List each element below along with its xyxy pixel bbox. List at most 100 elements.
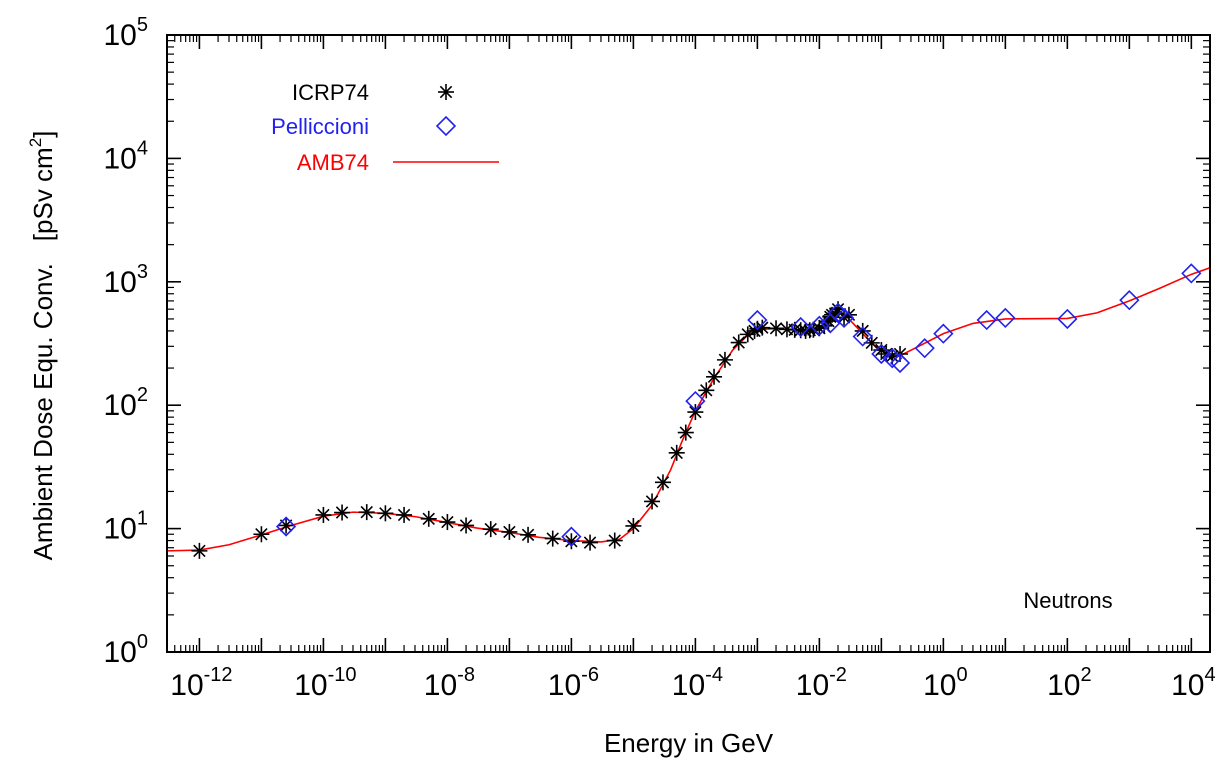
- x-tick-label: 10-8: [424, 664, 475, 702]
- pelliccioni-point: [809, 315, 830, 336]
- x-tick-base: 10: [548, 669, 581, 702]
- icrp74-point: [420, 510, 437, 527]
- pelliccioni-point: [790, 316, 811, 338]
- x-tick-base: 10: [424, 669, 457, 702]
- plot-frame: [166, 34, 1211, 653]
- icrp74-point: [563, 533, 580, 550]
- legend-marker-pelliccioni: [435, 115, 457, 137]
- ticks-layer: [167, 34, 1210, 653]
- y-tick-exp: 0: [137, 631, 148, 653]
- icrp74-point: [716, 351, 733, 368]
- pelliccioni-point: [275, 516, 297, 537]
- y-tick-label: 102: [104, 384, 149, 422]
- pelliccioni-point: [747, 309, 768, 331]
- legend-label-pelliccioni: Pelliccioni: [271, 114, 369, 139]
- pelliccioni-point: [871, 343, 892, 365]
- legend-label-icrp74: ICRP74: [292, 80, 369, 105]
- icrp74-point: [754, 319, 771, 336]
- labels-layer: 10-12 10-10 10-8 10-6 10-4 10-2 100 102 10410010…: [26, 14, 1216, 758]
- icrp74-point: [520, 526, 537, 543]
- icrp74-point: [377, 505, 394, 522]
- axes-layer: [166, 34, 1211, 653]
- icrp74-point: [654, 474, 671, 491]
- x-tick-label: 10-6: [548, 664, 599, 702]
- icrp74-point: [677, 424, 694, 441]
- x-tick-base: 10: [170, 669, 203, 702]
- x-tick-base: 10: [1047, 669, 1080, 702]
- x-tick-label: 10-4: [672, 664, 723, 702]
- y-axis-title-unit-close: ]: [28, 131, 58, 138]
- y-tick-exp: 2: [137, 384, 148, 406]
- pelliccioni-point: [995, 307, 1016, 329]
- icrp74-point: [482, 521, 499, 538]
- y-tick-label: 104: [104, 137, 149, 175]
- y-tick-label: 100: [104, 631, 149, 669]
- y-tick-base: 10: [104, 389, 137, 422]
- neutrons-annotation: Neutrons: [1023, 588, 1112, 613]
- icrp74-point: [706, 368, 723, 385]
- y-axis-title-unit: [pSv cm: [28, 147, 58, 241]
- y-tick-label: 103: [104, 261, 149, 299]
- y-axis-title-unit-exp: 2: [26, 138, 45, 147]
- icrp74-point: [698, 382, 715, 399]
- y-tick-exp: 1: [137, 508, 148, 530]
- pelliccioni-point: [1181, 263, 1202, 284]
- pelliccioni-point: [1119, 290, 1140, 311]
- y-tick-exp: 5: [137, 14, 148, 36]
- x-tick-label: 10-12: [170, 664, 232, 702]
- x-tick-exp: -2: [829, 664, 847, 686]
- legend: ICRP74 Pelliccioni AMB74: [271, 80, 499, 175]
- pelliccioni-point: [976, 309, 997, 331]
- icrp74-point: [644, 493, 661, 510]
- x-tick-label: 104: [1171, 664, 1216, 702]
- x-tick-exp: 2: [1080, 664, 1091, 686]
- icrp74-point: [768, 320, 785, 337]
- x-tick-label: 100: [923, 664, 968, 702]
- icrp74-point: [191, 542, 208, 559]
- icrp74-point: [278, 517, 295, 534]
- icrp74-point: [687, 404, 704, 421]
- x-tick-label: 10-10: [294, 664, 356, 702]
- y-tick-base: 10: [104, 19, 137, 52]
- icrp74-point: [358, 504, 375, 521]
- icrp74-point: [458, 517, 475, 534]
- y-tick-base: 10: [104, 636, 137, 669]
- pelliccioni-point: [1057, 308, 1078, 330]
- icrp74-point: [396, 506, 413, 523]
- icrp74-point: [315, 506, 332, 523]
- icrp74-point: [253, 526, 270, 543]
- y-tick-exp: 4: [137, 137, 148, 159]
- pelliccioni-point: [914, 338, 935, 359]
- pelliccioni-point: [833, 307, 855, 329]
- y-axis-title-main: Ambient Dose Equ. Conv.: [28, 263, 58, 560]
- legend-marker-icrp74: [438, 84, 454, 100]
- icrp74-point: [544, 530, 561, 547]
- x-tick-label: 10-2: [796, 664, 847, 702]
- x-tick-base: 10: [1171, 669, 1204, 702]
- icrp74-point: [625, 517, 642, 534]
- y-tick-label: 101: [104, 508, 149, 546]
- y-tick-base: 10: [104, 266, 137, 299]
- icrp74-point: [854, 322, 871, 339]
- points-layer: [191, 263, 1202, 559]
- legend-label-amb74: AMB74: [297, 150, 369, 175]
- x-axis-title: Energy in GeV: [604, 728, 774, 758]
- icrp74-point: [582, 534, 599, 551]
- x-tick-base: 10: [294, 669, 327, 702]
- y-axis-title: Ambient Dose Equ. Conv. [pSv cm2]: [26, 131, 58, 561]
- x-tick-exp: 4: [1204, 664, 1215, 686]
- icrp74-point: [668, 444, 685, 461]
- x-tick-label: 102: [1047, 664, 1092, 702]
- x-tick-base: 10: [672, 669, 705, 702]
- pelliccioni-point: [889, 352, 911, 374]
- icrp74-point: [606, 532, 623, 549]
- pelliccioni-point: [561, 526, 582, 547]
- x-tick-base: 10: [923, 669, 956, 702]
- pelliccioni-point: [685, 390, 706, 412]
- y-tick-base: 10: [104, 513, 137, 546]
- y-tick-base: 10: [104, 142, 137, 175]
- pelliccioni-point: [933, 323, 954, 344]
- x-tick-exp: -12: [204, 664, 233, 686]
